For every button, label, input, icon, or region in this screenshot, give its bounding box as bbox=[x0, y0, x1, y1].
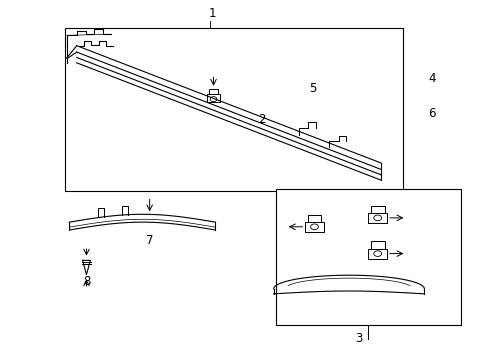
Bar bbox=[64, 28, 402, 191]
Text: 1: 1 bbox=[209, 8, 216, 21]
Text: 2: 2 bbox=[257, 113, 264, 126]
Text: 6: 6 bbox=[427, 107, 434, 120]
Text: 3: 3 bbox=[354, 333, 362, 346]
Text: 8: 8 bbox=[82, 275, 90, 288]
Bar bbox=[276, 189, 460, 325]
Text: 5: 5 bbox=[308, 82, 316, 95]
Text: 7: 7 bbox=[145, 234, 153, 247]
Text: 4: 4 bbox=[427, 72, 434, 85]
